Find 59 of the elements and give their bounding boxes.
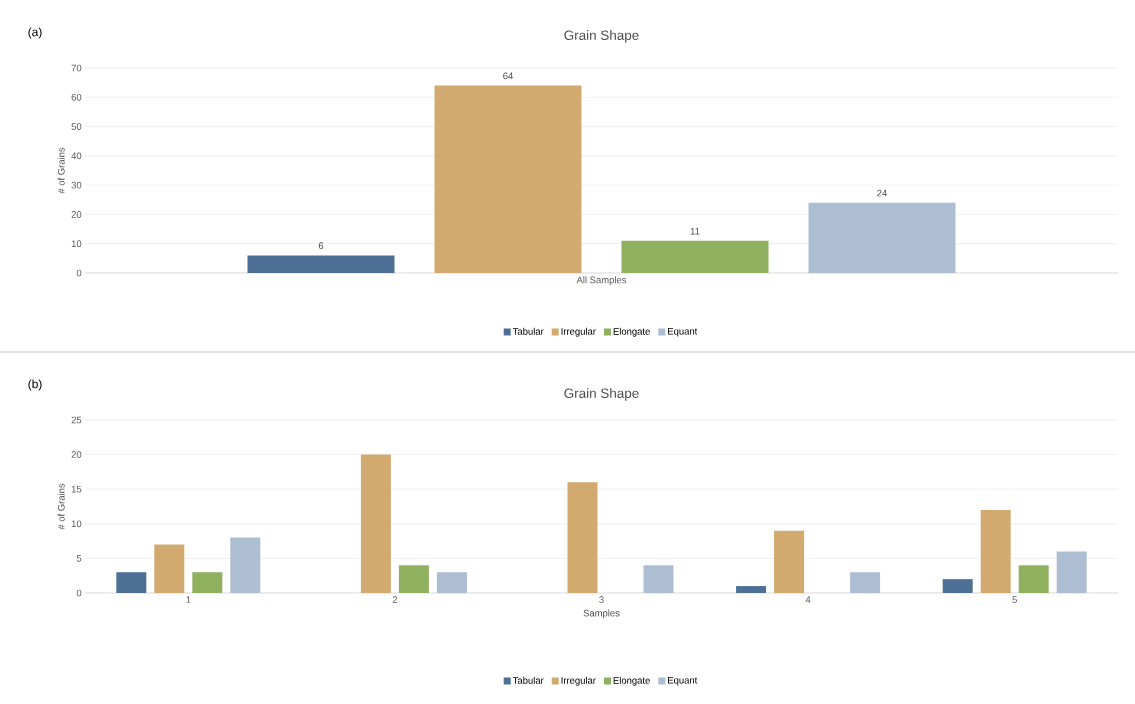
chart-title: Grain Shape xyxy=(564,388,639,401)
x-axis-title: Samples xyxy=(583,609,620,619)
legend-label: Tabular xyxy=(512,327,544,335)
bar xyxy=(643,565,674,593)
y-tick-label: 40 xyxy=(71,152,82,160)
y-tick-label: 10 xyxy=(71,520,82,528)
y-tick-label: 5 xyxy=(76,555,82,562)
legend-label: Elongate xyxy=(613,327,650,337)
bar xyxy=(434,85,582,273)
legend-label: Tabular xyxy=(512,676,544,684)
bar xyxy=(736,586,767,593)
y-axis-title: # of Grains xyxy=(57,147,65,194)
chart-title: Grain Shape xyxy=(564,30,639,43)
text: (a) xyxy=(28,27,42,39)
data-label: 11 xyxy=(690,227,700,235)
x-tick-label: All Samples xyxy=(576,276,627,286)
x-tick-label: 1 xyxy=(186,596,191,603)
bar xyxy=(192,572,223,593)
data-label: 64 xyxy=(503,72,513,80)
x-tick-label: 3 xyxy=(599,596,604,604)
y-tick-label: 0 xyxy=(76,269,82,277)
bar xyxy=(942,579,973,593)
bar xyxy=(1056,551,1087,593)
data-label: 6 xyxy=(318,242,324,250)
legend-label: Irregular xyxy=(561,327,596,337)
bar xyxy=(154,544,185,593)
bar xyxy=(567,482,598,593)
y-tick-label: 10 xyxy=(71,240,82,248)
y-tick-label: 70 xyxy=(71,64,82,72)
bar xyxy=(980,509,1011,593)
y-tick-label: 20 xyxy=(71,211,82,218)
legend-label: Irregular xyxy=(561,676,596,686)
data-label: 24 xyxy=(877,189,887,197)
bar xyxy=(436,572,467,593)
bar xyxy=(247,255,395,273)
y-tick-label: 20 xyxy=(71,451,82,458)
bar xyxy=(774,530,805,593)
x-tick-label: 4 xyxy=(805,596,811,603)
y-axis-title: # of Grains xyxy=(57,483,65,530)
legend-label: Equant xyxy=(668,328,698,337)
bar xyxy=(1018,565,1049,593)
x-tick-label: 5 xyxy=(1012,596,1017,603)
y-tick-label: 15 xyxy=(71,485,82,493)
y-tick-label: 0 xyxy=(76,589,82,597)
legend-label: Elongate xyxy=(613,676,650,686)
y-tick-label: 50 xyxy=(71,123,82,130)
y-tick-label: 60 xyxy=(71,93,82,101)
bar xyxy=(360,454,391,593)
bar xyxy=(808,202,956,273)
bar xyxy=(116,572,147,593)
bar xyxy=(850,572,881,593)
x-tick-label: 2 xyxy=(392,596,398,603)
bar xyxy=(230,537,261,593)
legend-label: Equant xyxy=(668,677,698,686)
y-tick-label: 30 xyxy=(71,181,82,189)
y-tick-label: 25 xyxy=(71,416,82,424)
bar xyxy=(621,240,769,273)
bar xyxy=(398,565,429,593)
text: (b) xyxy=(28,379,42,391)
